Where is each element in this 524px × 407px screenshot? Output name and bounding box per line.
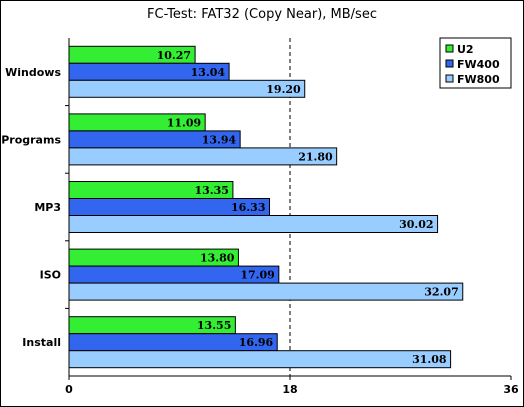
data-label: 13.35	[194, 184, 228, 197]
legend-swatch-fw800	[445, 74, 454, 83]
legend-label-u2: U2	[457, 43, 474, 56]
x-tick-label: 36	[503, 383, 519, 396]
category-label: Programs	[1, 133, 61, 146]
category-label: ISO	[40, 269, 61, 282]
data-label: 10.27	[157, 49, 191, 62]
data-label: 21.80	[298, 150, 333, 163]
data-label: 17.09	[240, 269, 274, 282]
data-label: 30.02	[399, 218, 433, 231]
category-label: Windows	[5, 66, 61, 79]
legend-label-fw800: FW800	[457, 73, 500, 86]
data-label: 13.94	[202, 133, 237, 146]
data-label: 32.07	[424, 286, 458, 299]
category-label: MP3	[34, 201, 61, 214]
bar-fw800-programs	[68, 147, 338, 166]
x-tick-label: 0	[65, 383, 73, 396]
data-label: 13.55	[197, 319, 231, 332]
legend-swatch-fw400	[445, 59, 454, 68]
data-label: 16.96	[239, 336, 274, 349]
bar-fw800-mp3	[68, 215, 439, 233]
data-label: 16.33	[231, 201, 265, 214]
data-label: 13.04	[191, 66, 226, 79]
data-label: 19.20	[266, 83, 301, 96]
x-tick-label: 18	[282, 383, 297, 396]
bar-fw800-iso	[68, 282, 464, 301]
legend-swatch-u2	[445, 44, 454, 53]
data-label: 13.80	[200, 252, 235, 265]
category-label: Install	[22, 336, 61, 349]
chart-title: FC-Test: FAT32 (Copy Near), MB/sec	[147, 7, 377, 22]
data-label: 31.08	[412, 353, 447, 366]
data-label: 11.09	[167, 116, 201, 129]
bar-fw800-install	[68, 350, 452, 369]
legend-label-fw400: FW400	[457, 58, 500, 71]
